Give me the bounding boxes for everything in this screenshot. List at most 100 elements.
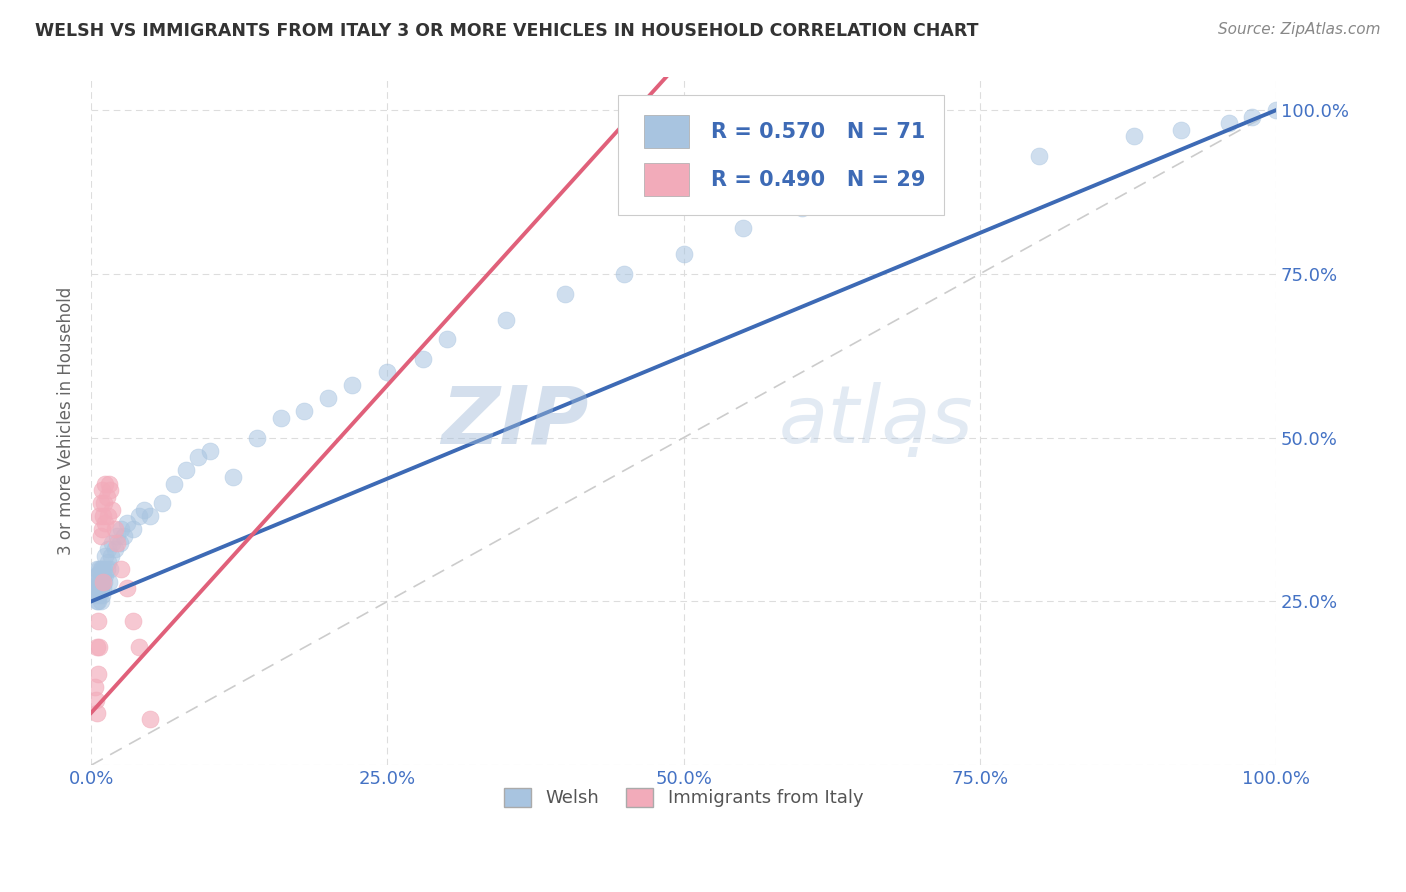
Point — [87, 582, 110, 596]
Point — [1241, 110, 1264, 124]
Point — [790, 202, 813, 216]
Point — [97, 574, 120, 589]
Point — [110, 522, 132, 536]
Point — [86, 582, 108, 596]
Point — [86, 640, 108, 655]
Point — [94, 568, 117, 582]
Point — [100, 549, 122, 563]
Point — [91, 509, 114, 524]
Point — [86, 568, 108, 582]
Point — [93, 574, 115, 589]
Point — [84, 692, 107, 706]
Point — [270, 411, 292, 425]
Point — [90, 588, 112, 602]
Point — [89, 509, 111, 524]
Point — [104, 522, 127, 536]
Point — [93, 496, 115, 510]
Point — [128, 509, 150, 524]
Point — [87, 568, 110, 582]
Point — [90, 483, 112, 497]
Point — [1265, 103, 1288, 118]
Point — [101, 502, 124, 516]
Point — [495, 313, 517, 327]
Point — [1028, 149, 1050, 163]
Text: ZIP: ZIP — [441, 383, 589, 460]
Point — [86, 706, 108, 720]
Text: .: . — [903, 396, 928, 474]
Point — [851, 182, 873, 196]
Point — [412, 352, 434, 367]
Point — [139, 712, 162, 726]
Point — [97, 542, 120, 557]
Point — [115, 516, 138, 530]
Text: WELSH VS IMMIGRANTS FROM ITALY 3 OR MORE VEHICLES IN HOUSEHOLD CORRELATION CHART: WELSH VS IMMIGRANTS FROM ITALY 3 OR MORE… — [35, 22, 979, 40]
Point — [97, 476, 120, 491]
Point — [91, 568, 114, 582]
Point — [222, 470, 245, 484]
Point — [90, 562, 112, 576]
Point — [436, 333, 458, 347]
Point — [89, 640, 111, 655]
Point — [86, 594, 108, 608]
Point — [94, 549, 117, 563]
Point — [91, 574, 114, 589]
Point — [105, 529, 128, 543]
Point — [198, 443, 221, 458]
Point — [150, 496, 173, 510]
FancyBboxPatch shape — [644, 115, 689, 148]
Point — [316, 392, 339, 406]
Text: Source: ZipAtlas.com: Source: ZipAtlas.com — [1218, 22, 1381, 37]
Point — [187, 450, 209, 465]
Point — [84, 574, 107, 589]
Point — [89, 588, 111, 602]
Point — [115, 582, 138, 596]
Point — [90, 496, 112, 510]
Point — [98, 562, 121, 576]
Point — [163, 476, 186, 491]
Point — [84, 588, 107, 602]
Point — [96, 562, 118, 576]
Point — [83, 582, 105, 596]
Point — [96, 490, 118, 504]
Point — [83, 680, 105, 694]
Point — [105, 535, 128, 549]
Point — [93, 562, 115, 576]
Text: R = 0.570   N = 71: R = 0.570 N = 71 — [711, 122, 925, 142]
Point — [86, 562, 108, 576]
Point — [121, 614, 143, 628]
Point — [90, 562, 112, 576]
Legend: Welsh, Immigrants from Italy: Welsh, Immigrants from Italy — [496, 780, 870, 814]
Point — [98, 483, 121, 497]
Y-axis label: 3 or more Vehicles in Household: 3 or more Vehicles in Household — [58, 287, 75, 556]
Point — [139, 509, 162, 524]
Point — [87, 594, 110, 608]
Point — [1218, 116, 1240, 130]
Point — [94, 516, 117, 530]
Point — [91, 582, 114, 596]
Point — [1122, 129, 1144, 144]
Point — [90, 529, 112, 543]
Point — [90, 582, 112, 596]
Point — [90, 574, 112, 589]
Point — [87, 666, 110, 681]
Point — [174, 463, 197, 477]
Point — [110, 562, 132, 576]
FancyBboxPatch shape — [619, 95, 945, 215]
Point — [731, 221, 754, 235]
FancyBboxPatch shape — [644, 163, 689, 196]
Point — [340, 378, 363, 392]
Point — [89, 562, 111, 576]
Text: atlas: atlas — [779, 383, 973, 460]
Point — [554, 286, 576, 301]
Point — [89, 574, 111, 589]
Point — [108, 535, 131, 549]
Point — [1170, 123, 1192, 137]
Point — [294, 404, 316, 418]
Point — [246, 431, 269, 445]
Point — [128, 640, 150, 655]
Point — [90, 574, 112, 589]
Point — [613, 267, 636, 281]
Point — [87, 614, 110, 628]
Point — [377, 365, 399, 379]
Point — [94, 476, 117, 491]
